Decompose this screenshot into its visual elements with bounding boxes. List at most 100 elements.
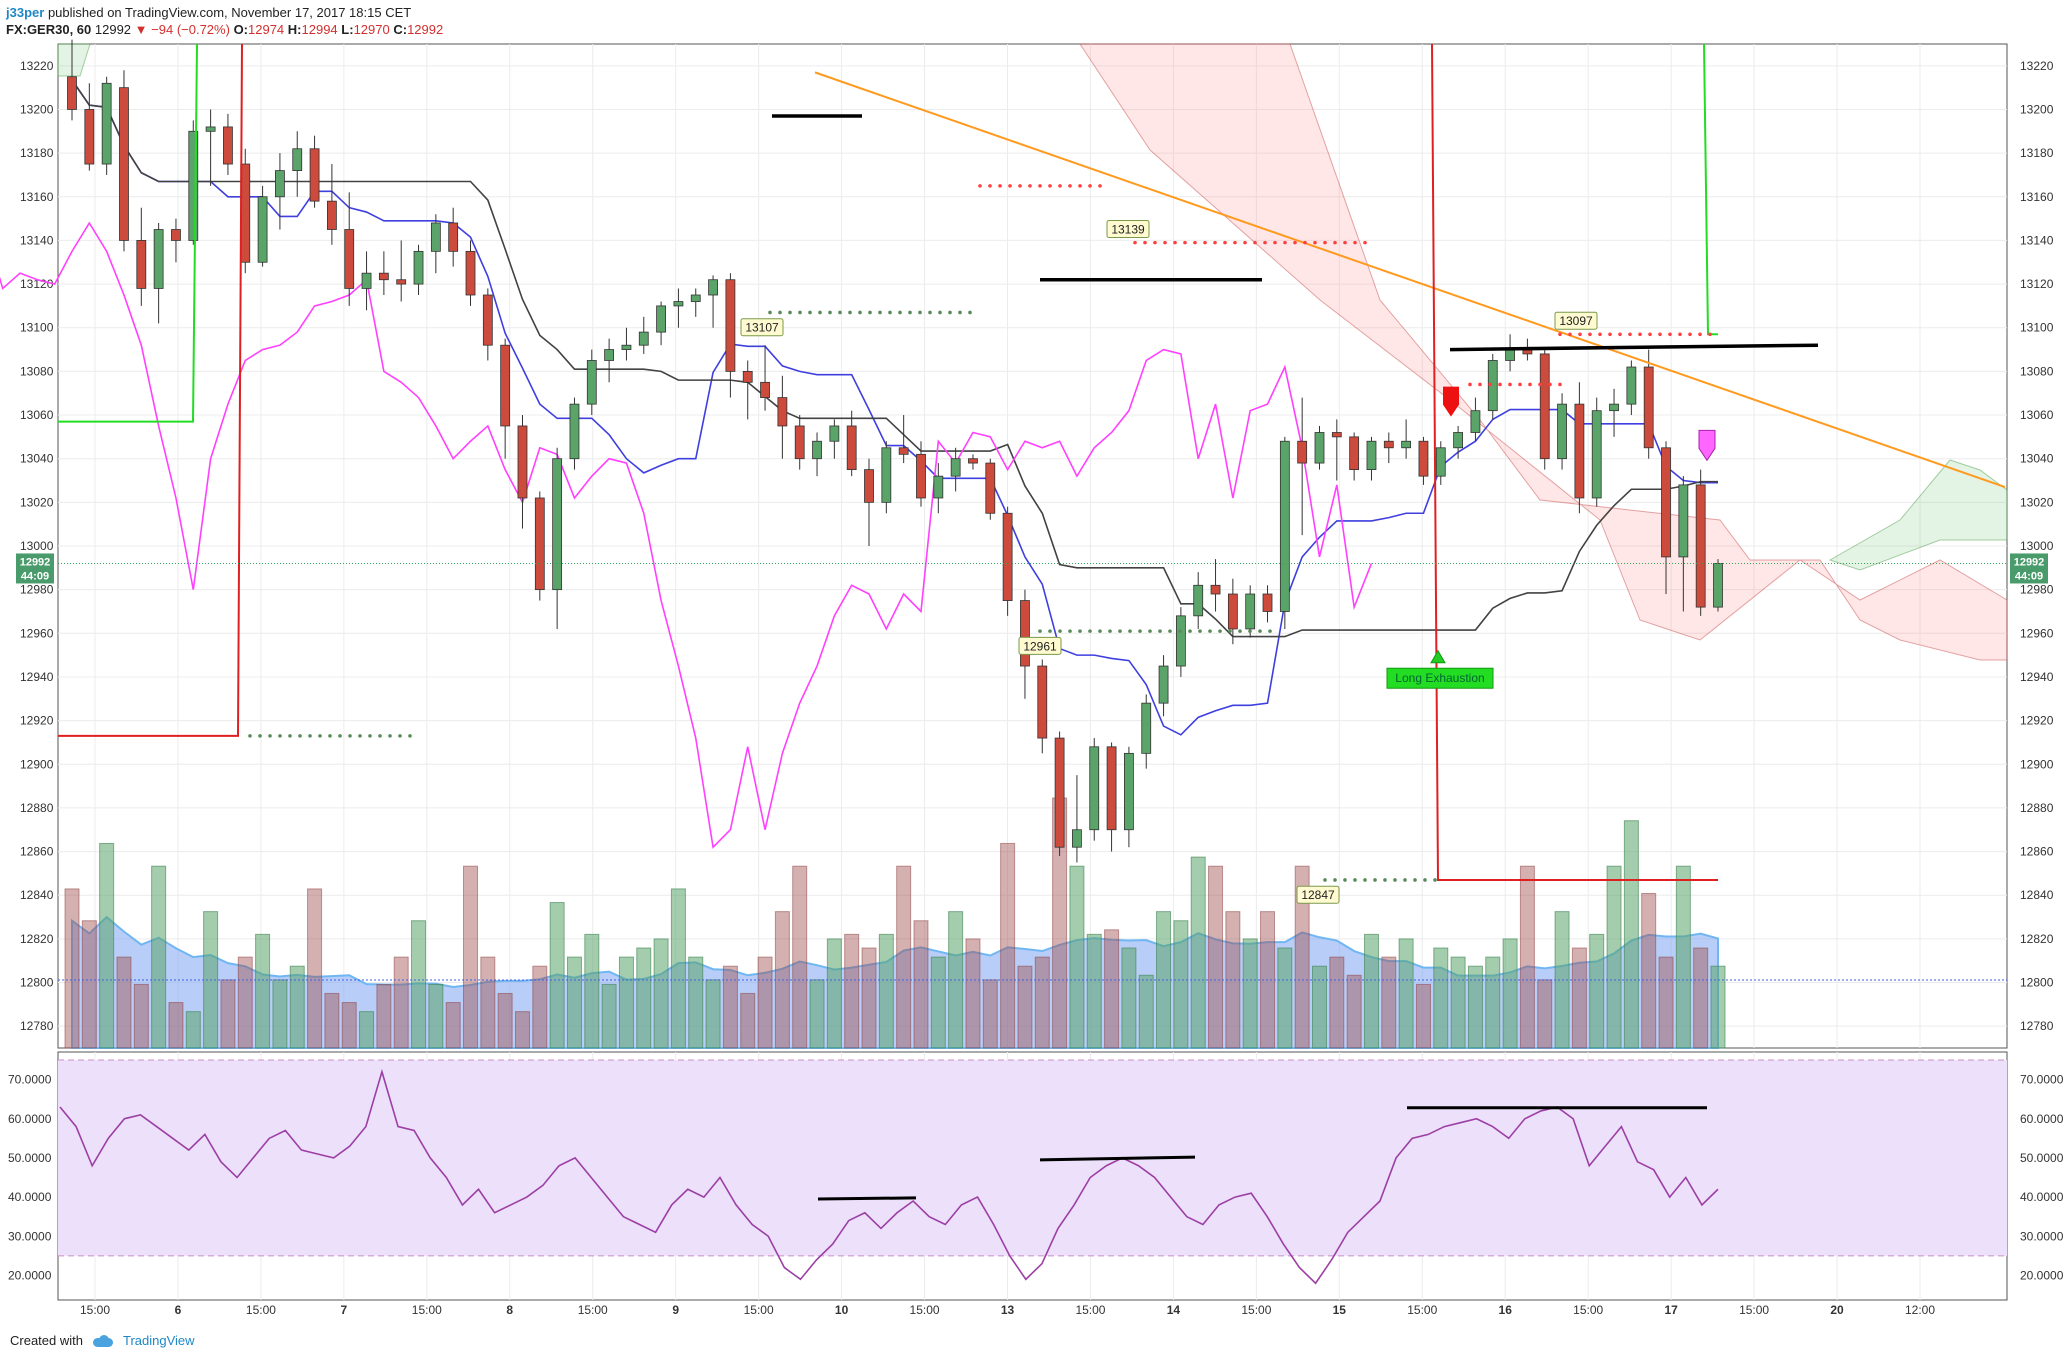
price-tick-label-right: 13200 bbox=[2020, 102, 2054, 116]
volume-bar bbox=[497, 992, 513, 1049]
support-dots bbox=[1343, 878, 1347, 882]
price-tick-label-right: 13080 bbox=[2020, 364, 2054, 378]
candle-body bbox=[1591, 410, 1602, 499]
support-dots bbox=[1413, 878, 1417, 882]
resistance-dots bbox=[1038, 184, 1042, 188]
low-label: L: bbox=[341, 22, 354, 37]
rsi-tick-label-left: 30.0000 bbox=[8, 1229, 52, 1243]
volume-bar bbox=[237, 956, 253, 1049]
price-tick-label-left: 13220 bbox=[20, 59, 54, 73]
support-dots bbox=[248, 734, 252, 738]
time-tick-label: 8 bbox=[506, 1303, 513, 1317]
time-tick-label: 15:00 bbox=[412, 1303, 442, 1317]
long-exhaustion-arrow-icon bbox=[1430, 649, 1446, 664]
candle-body bbox=[1072, 829, 1082, 848]
support-dots bbox=[1403, 878, 1407, 882]
close-label: C: bbox=[393, 22, 408, 37]
price-tick-label-right: 12960 bbox=[2020, 626, 2054, 640]
publish-line: j33per published on TradingView.com, Nov… bbox=[6, 4, 443, 21]
volume-bar bbox=[861, 947, 877, 1049]
volume-bar bbox=[1381, 956, 1397, 1049]
support-dots bbox=[1363, 878, 1367, 882]
price-annotation-box bbox=[1018, 636, 1062, 655]
price-tick-label-right: 12940 bbox=[2020, 670, 2054, 684]
rsi-tick-label-right: 50.0000 bbox=[2020, 1151, 2064, 1165]
trendline bbox=[814, 71, 2006, 489]
volume-bar bbox=[1589, 933, 1605, 1049]
current-price-badge-right bbox=[2010, 553, 2048, 584]
candle-body bbox=[84, 109, 95, 165]
support-dots bbox=[1098, 629, 1102, 633]
resistance-dots bbox=[1233, 240, 1237, 245]
price-tick-label-right: 12900 bbox=[2020, 757, 2054, 771]
close-value: 12992 bbox=[407, 22, 444, 37]
resistance-dots bbox=[1648, 332, 1652, 337]
support-dots bbox=[948, 310, 952, 315]
rsi-tick-label-left: 20.0000 bbox=[8, 1268, 52, 1282]
volume-bar bbox=[670, 888, 686, 1049]
resistance-dots bbox=[1343, 240, 1347, 245]
support-dots bbox=[1128, 629, 1132, 633]
support-dots bbox=[1048, 629, 1052, 633]
candle-body bbox=[1331, 432, 1342, 438]
support-dots bbox=[1088, 629, 1092, 633]
support-dots bbox=[908, 310, 912, 315]
price-tick-label-left: 13120 bbox=[20, 277, 54, 291]
resistance-dots bbox=[1058, 184, 1062, 188]
price-tick-label-left: 12800 bbox=[20, 976, 54, 990]
price-tick-label-right: 13040 bbox=[2020, 452, 2054, 466]
volume-bar bbox=[1606, 865, 1622, 1049]
volume-bar bbox=[1190, 856, 1206, 1049]
candle-body bbox=[742, 370, 753, 383]
volume-bar bbox=[289, 965, 305, 1049]
price-tick-label-left: 12840 bbox=[20, 888, 54, 902]
countdown-label-right: 44:09 bbox=[2015, 570, 2043, 582]
resistance-dots bbox=[1098, 184, 1102, 188]
candle-body bbox=[1037, 665, 1048, 739]
candle-body bbox=[1678, 484, 1689, 558]
resistance-dots bbox=[1183, 240, 1187, 245]
chart-header: j33per published on TradingView.com, Nov… bbox=[6, 4, 443, 38]
support-dots bbox=[348, 734, 352, 738]
stop-line-red bbox=[58, 43, 243, 737]
volume-bar bbox=[549, 902, 565, 1049]
volume-bar bbox=[1450, 956, 1466, 1049]
support-dots bbox=[1188, 629, 1192, 633]
candle-body bbox=[1175, 615, 1186, 667]
lagging-span-line bbox=[0, 221, 1373, 849]
volume-bar bbox=[64, 888, 80, 1049]
resistance-dots bbox=[1558, 332, 1562, 337]
resistance-dots bbox=[1363, 240, 1367, 245]
support-dots bbox=[1248, 629, 1252, 633]
candle-body bbox=[1193, 584, 1204, 617]
support-dots bbox=[318, 734, 322, 738]
resistance-dots bbox=[1263, 240, 1267, 245]
symbol-label[interactable]: FX:GER30, 60 bbox=[6, 22, 92, 37]
resistance-dots bbox=[1688, 332, 1692, 337]
candle-body bbox=[916, 453, 926, 499]
candle-body bbox=[1054, 737, 1065, 848]
candle-body bbox=[1158, 665, 1169, 704]
candle-body bbox=[1245, 593, 1256, 630]
author-link[interactable]: j33per bbox=[6, 5, 45, 20]
time-tick-label: 15:00 bbox=[1739, 1303, 1769, 1317]
price-tick-label-left: 13020 bbox=[20, 495, 54, 509]
current-price-label-right: 12992 bbox=[2014, 556, 2045, 568]
resistance-dots bbox=[1548, 382, 1552, 387]
support-dots bbox=[1208, 629, 1212, 633]
candle-body bbox=[1453, 432, 1464, 449]
candle-body bbox=[534, 497, 545, 591]
tradingview-link[interactable]: TradingView bbox=[122, 1333, 195, 1348]
open-label: O: bbox=[233, 22, 249, 37]
resistance-dots bbox=[1538, 382, 1542, 387]
candle-body bbox=[1297, 440, 1308, 464]
resistance-dots bbox=[1243, 240, 1247, 245]
price-tick-label-left: 12820 bbox=[20, 932, 54, 946]
candle-body bbox=[690, 294, 701, 302]
support-dots bbox=[278, 734, 282, 738]
price-tick-label-right: 12840 bbox=[2020, 888, 2054, 902]
price-annotation-label: 13107 bbox=[745, 321, 779, 335]
volume-bar bbox=[445, 1002, 461, 1049]
candle-body bbox=[552, 458, 563, 591]
